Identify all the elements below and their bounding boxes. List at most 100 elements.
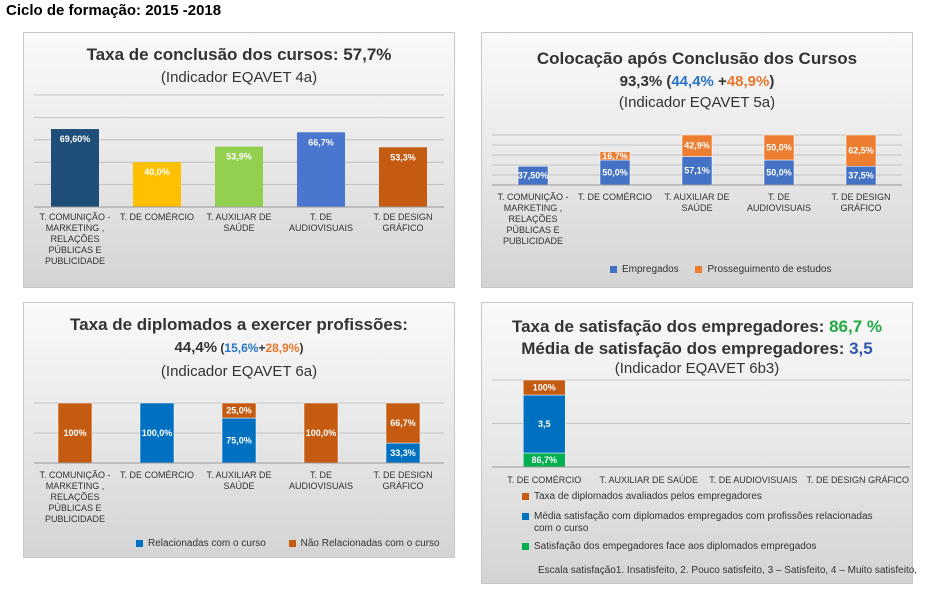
data-label: 50,0% (602, 168, 628, 178)
chart-panel-colocacao: Colocação após Conclusão dos Cursos 93,3… (481, 32, 913, 288)
tick-label: T. COMUNIÇÃO - (40, 470, 111, 480)
tick-label: T. DE DESIGN (373, 212, 432, 222)
tick-label: AUDIOVISUAIS (289, 481, 353, 491)
tick-label: T. AUXILIAR DE (664, 192, 729, 202)
tick-label: GRÁFICO (382, 223, 423, 233)
data-label: 69,60% (60, 134, 91, 144)
tick-label: T. DE COMÉRCIO (120, 212, 194, 222)
chart-subtitle: (Indicador EQAVET 6a) (160, 363, 318, 380)
data-label: 62,5% (848, 146, 874, 156)
page-title: Ciclo de formação: 2015 -2018 (6, 2, 222, 19)
chart-title: Taxa de satisfação dos empregadores: 86,… (482, 317, 912, 337)
legend-item-prosseguimento: Prosseguimento de estudos (695, 264, 831, 275)
tick-label: SAÚDE (223, 481, 254, 491)
tick-label: T. DE AUDIOVISUAIS (709, 475, 797, 485)
tick-label: GRÁFICO (382, 481, 423, 491)
data-label: 42,9% (684, 141, 710, 151)
tick-label: T. AUXILIAR DE SAÚDE (599, 475, 698, 485)
data-label: 100% (533, 383, 556, 393)
legend-label: Satisfação dos empegadores face aos dipl… (534, 541, 817, 552)
legend-label: Taxa de diplomados avaliados pelos empre… (534, 491, 762, 502)
bar-segment (385, 402, 421, 444)
bar (379, 147, 427, 207)
legend-item-nao-relacionadas: Não Relacionadas com o curso (288, 538, 440, 549)
tick-label: T. COMUNIÇÃO - (498, 192, 569, 202)
tick-label: PUBLICIDADE (503, 236, 563, 246)
tick-label: PÚBLICAS E (48, 503, 101, 513)
tick-label: PUBLICIDADE (45, 256, 105, 266)
chart-plot: 100% 100,0% 75,0% 25,0% 100,0% 33,3% 66,7% T. C… (34, 402, 444, 524)
legend-item-satisfacao: Satisfação dos empegadores face aos dipl… (522, 541, 902, 553)
legend-swatch (522, 543, 529, 550)
legend-swatch (136, 539, 143, 547)
headline-open: ( (662, 73, 672, 90)
legend-swatch (610, 265, 617, 273)
legend-item-relacionadas: Relacionadas com o curso (136, 538, 266, 549)
data-label: 100% (63, 428, 86, 438)
chart-panel-satisfacao: Taxa de satisfação dos empregadores: 86,… (481, 302, 917, 584)
legend-swatch (522, 513, 529, 520)
title-value: 86,7 % (829, 317, 883, 336)
chart-title-2: Média de satisfação dos empregadores: 3,… (482, 339, 912, 359)
legend-label: Não Relacionadas com o curso (300, 538, 440, 549)
headline-employed: 44,4% (671, 73, 714, 90)
data-label: 16,7% (602, 151, 628, 161)
data-label: 37,5% (848, 171, 874, 181)
data-label: 40,0% (144, 167, 170, 177)
bar (297, 132, 345, 207)
chart-panel-conclusao: Taxa de conclusão dos cursos: 57,7% (Ind… (23, 32, 455, 288)
tick-label: T. DE (310, 212, 332, 222)
tick-label: T. DE (768, 192, 790, 202)
headline-close: ) (769, 73, 775, 90)
tick-label: T. DE DESIGN (831, 192, 890, 202)
bar-segment (523, 394, 566, 454)
bar-segment (303, 402, 339, 464)
bar-segment (599, 151, 631, 161)
bar-segment (681, 134, 713, 157)
tick-label: PÚBLICAS E (506, 225, 559, 235)
tick-label: MARKETING , (46, 223, 105, 233)
tick-label: MARKETING , (46, 481, 105, 491)
data-label: 66,7% (390, 418, 416, 428)
data-label: 53,3% (390, 152, 416, 162)
chart-subtitle: (Indicador EQAVET 4a) (160, 69, 318, 86)
chart-subtitle: (Indicador EQAVET 6b3) (614, 360, 780, 377)
legend: Taxa de diplomados avaliados pelos empre… (522, 491, 902, 553)
bar-segment (681, 156, 713, 186)
legend-label: Empregados (622, 264, 679, 275)
tick-label: SAÚDE (223, 223, 254, 233)
chart-subtitle: (Indicador EQAVET 5a) (618, 94, 776, 111)
tick-label: RELAÇÕES (50, 492, 99, 502)
tick-label: T. DE (310, 470, 332, 480)
headline-close: ) (299, 341, 304, 355)
tick-label: AUDIOVISUAIS (747, 203, 811, 213)
data-label: 53,9% (226, 152, 252, 162)
title2-value: 3,5 (849, 339, 873, 358)
legend-swatch (288, 539, 296, 547)
bar (215, 146, 263, 207)
chart-plot: 86,7% 3,5 100% T. DE COMÉRCIO T. AUXILIAR DE… (492, 379, 910, 485)
tick-label: T. AUXILIAR DE (206, 212, 271, 222)
headline-plus: + (713, 73, 727, 90)
bar-segment (523, 379, 566, 396)
legend: Empregados Prosseguimento de estudos (610, 264, 831, 275)
chart-title: Taxa de conclusão dos cursos: 57,7% (86, 45, 392, 64)
data-label: 3,5 (538, 419, 551, 429)
legend-item-media: Média satisfação com diplomados empregad… (522, 511, 902, 535)
data-label: 75,0% (226, 436, 252, 446)
tick-label: T. COMUNIÇÃO - (40, 212, 111, 222)
bar-segment (763, 134, 795, 161)
data-label: 25,0% (226, 406, 252, 416)
data-label: 37,50% (518, 171, 549, 181)
tick-label: MARKETING , (504, 203, 563, 213)
bar-segment (221, 417, 257, 464)
tick-label: T. DE DESIGN (373, 470, 432, 480)
bar-segment (763, 159, 795, 186)
chart-plot: 69,60% 40,0% 53,9% 66,7% 53,3% T. COMUNIÇÃO -… (34, 94, 444, 266)
data-label: 86,7% (531, 455, 557, 465)
data-label: 100,0% (306, 428, 337, 438)
chart-panel-diplomados: Taxa de diplomados a exercer profissões:… (23, 302, 455, 558)
chart-title: Taxa de diplomados a exercer profissões: (70, 315, 408, 334)
data-label: 33,3% (390, 448, 416, 458)
headline-total: 93,3% (619, 73, 663, 90)
